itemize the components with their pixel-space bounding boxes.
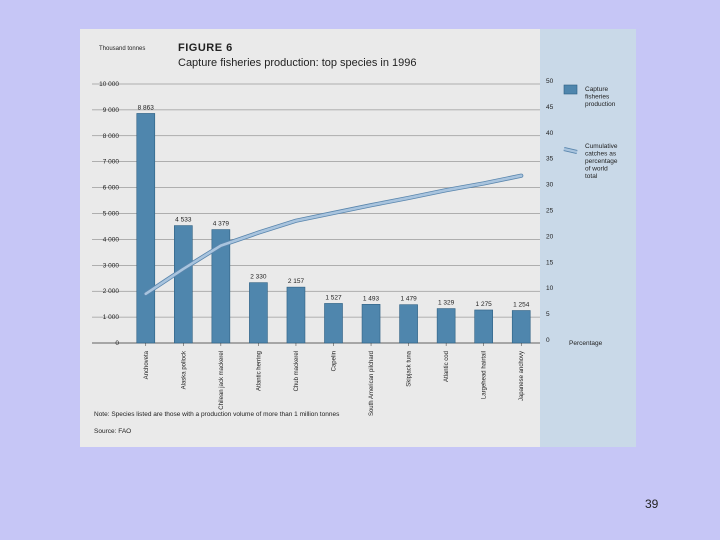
y-tick-label-left: 1 000	[103, 314, 120, 321]
x-tick-label: Japanese anchovy	[519, 351, 525, 401]
cumulative-point	[370, 204, 372, 207]
x-tick-label: Chub mackerel	[294, 351, 300, 391]
y-tick-label-right: 0	[546, 337, 550, 344]
cumulative-point	[182, 268, 185, 270]
y-tick-label-left: 9 000	[103, 107, 120, 114]
cumulative-point	[332, 212, 335, 214]
bar	[286, 286, 306, 344]
bar	[324, 303, 343, 344]
bar	[249, 282, 268, 344]
x-tick-label: Atlantic herring	[256, 351, 262, 391]
cumulative-point	[257, 231, 260, 234]
y-tick-label-right: 25	[546, 208, 554, 215]
bar-value-label: 1 254	[513, 302, 530, 309]
y-tick-label-right: 10	[546, 285, 554, 292]
x-tick-label: Chilean jack mackerel	[219, 351, 225, 410]
y-tick-label-left: 4 000	[103, 236, 120, 243]
cumulative-point	[295, 219, 297, 222]
bar-value-label: 1 329	[438, 300, 455, 307]
x-tick-label: Alaska pollock	[181, 350, 187, 389]
plot-background	[80, 29, 540, 447]
y-tick-label-right: 50	[546, 78, 554, 85]
figure-panel: Thousand tonnes FIGURE 6 Capture fisheri…	[80, 29, 636, 447]
bar	[136, 113, 156, 344]
cumulative-point	[220, 244, 222, 247]
bar-value-label: 1 493	[363, 295, 380, 302]
x-tick-label: Anchoveta	[144, 350, 150, 379]
bar-value-label: 4 379	[213, 221, 230, 228]
y-tick-label-right: 15	[546, 259, 554, 266]
right-axis-label: Percentage	[569, 340, 603, 347]
y-tick-label-right: 5	[546, 311, 550, 318]
y-tick-label-left: 7 000	[103, 159, 120, 166]
cumulative-point	[144, 292, 147, 295]
x-tick-label: Largehead hairtail	[482, 351, 488, 399]
bar-value-label: 2 157	[288, 278, 305, 285]
y-tick-label-left: 6 000	[103, 185, 120, 192]
y-tick-label-right: 35	[546, 156, 554, 163]
x-tick-label: South American pilchard	[369, 351, 375, 416]
chart-note: Note: Species listed are those with a pr…	[94, 411, 340, 418]
y-tick-label-right: 20	[546, 233, 554, 240]
bar-value-label: 8 863	[138, 104, 155, 111]
bar	[436, 308, 456, 344]
x-tick-label: Skipjack tuna	[407, 350, 413, 386]
bar	[511, 310, 531, 344]
legend-label-line: Cumulative catches as percentage of world to…	[585, 143, 618, 180]
y-tick-label-right: 30	[546, 182, 554, 189]
cumulative-line	[144, 174, 523, 296]
cumulative-point	[407, 197, 410, 199]
x-tick-label: Atlantic cod	[444, 351, 450, 382]
y-tick-label-left: 2 000	[103, 288, 120, 295]
y-tick-label-left: 0	[115, 340, 119, 347]
bar-value-label: 1 479	[400, 296, 417, 303]
y-tick-label-left: 10 000	[99, 81, 119, 88]
bar-value-label: 1 527	[325, 294, 342, 301]
bar-value-label: 4 533	[175, 217, 192, 224]
bar	[174, 225, 193, 344]
cumulative-point	[520, 174, 523, 177]
cumulative-point	[445, 189, 447, 191]
bar-value-label: 2 330	[250, 274, 267, 281]
cumulative-line-outline	[143, 173, 524, 296]
chart-title: Capture fisheries production: top specie…	[178, 57, 417, 69]
bar-value-label: 1 275	[476, 301, 493, 308]
y-tick-label-left: 3 000	[103, 262, 120, 269]
cumulative-point	[482, 182, 485, 185]
bar	[399, 304, 418, 344]
slide-page-number: 39	[645, 497, 659, 511]
y-tick-label-left: 5 000	[103, 211, 120, 218]
bar	[474, 309, 493, 344]
y-tick-label-left: 8 000	[103, 133, 120, 140]
legend-swatch-bar	[563, 84, 578, 95]
legend-swatch-line	[563, 147, 578, 154]
x-tick-label: Capelin	[332, 351, 338, 371]
legend-label-bar: Capture fisheries production	[585, 86, 616, 108]
figure-number: FIGURE 6	[178, 42, 233, 54]
left-axis-unit: Thousand tonnes	[99, 46, 146, 52]
bar	[361, 304, 381, 344]
chart-area: 10 000 509 000 458 000 407 000 356 000 305 00…	[92, 78, 618, 416]
y-tick-label-right: 45	[546, 104, 554, 111]
chart-source: Source: FAO	[94, 428, 132, 435]
y-tick-label-right: 40	[546, 130, 554, 137]
